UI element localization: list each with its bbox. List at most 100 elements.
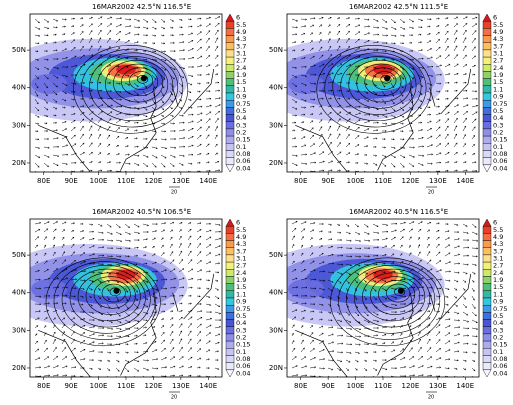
x-tick-label: 120E [402,177,420,185]
x-tick-label: 110E [374,382,392,390]
colorbar-segment [482,326,492,335]
colorbar-label: 3.7 [493,247,503,255]
colorbar-label: 1.9 [236,276,246,284]
colorbar-segment [225,143,235,151]
x-tick-label: 100E [347,382,365,390]
colorbar-label: 0.1 [236,143,246,151]
y-tick-label: 30N [269,326,283,334]
colorbar-segment [482,297,492,306]
colorbar-label: 0.4 [236,319,246,327]
reference-vector-label: 20 [428,395,434,401]
y-tick-label: 20N [12,159,26,167]
colorbar-segment [225,247,235,256]
x-tick-label: 110E [374,177,392,185]
contour [81,48,184,128]
colorbar-label: 0.04 [236,164,250,172]
colorbar-segment [225,312,235,320]
colorbar-segment [225,355,235,363]
colorbar-label: 4.3 [493,35,503,43]
colorbar-label: 0.5 [236,312,246,320]
aerosol-shading [288,278,325,299]
contour [362,272,426,322]
colorbar-label: 5.5 [493,21,503,29]
colorbar-label: 1.5 [493,78,503,86]
x-tick-label: 120E [402,382,420,390]
colorbar-label: 6 [236,14,240,22]
colorbar-label: 4.9 [493,28,503,36]
colorbar-label: 0.75 [493,305,507,313]
colorbar-segment [482,121,492,130]
colorbar-label: 3.1 [493,255,503,263]
colorbar-label: 0.9 [493,298,503,306]
colorbar-label: 0.4 [493,114,503,122]
colorbar-segment [225,276,235,284]
colorbar-label: 0.15 [493,341,507,349]
y-tick-label: 20N [269,364,283,372]
colorbar-segment [225,304,235,313]
x-tick-label: 80E [294,177,307,185]
contour [372,71,397,90]
y-tick-label: 30N [12,121,26,129]
panel-title: 16MAR2002 40.5°N 106.5°E [92,208,191,216]
reference-vector-label: 20 [428,190,434,196]
contour [324,48,427,128]
colorbar-segment [482,355,492,363]
colorbar-segment [482,340,492,349]
x-tick-label: 90E [321,177,334,185]
contour [121,67,159,97]
contour [45,257,161,347]
wind-vectors [291,220,479,377]
x-tick-label: 80E [37,382,50,390]
colorbar-label: 0.15 [236,341,250,349]
colorbar-label: 6 [236,219,240,227]
colorbar-label: 4.3 [236,240,246,248]
colorbar-segment [482,56,492,65]
colorbar-segment [225,107,235,115]
colorbar-segment [482,20,492,29]
colorbar-segment [225,164,235,173]
colorbar-segment [225,157,235,166]
contour [338,261,441,340]
contour [109,287,121,297]
reference-vector-label: 20 [171,190,177,196]
colorbar-label: 0.2 [493,334,503,342]
colorbar-segment [225,348,235,356]
colorbar-segment [482,164,492,173]
coastline [38,273,215,377]
colorbar-label: 0.9 [236,298,246,306]
colorbar-label: 1.1 [493,290,503,298]
source-marker [140,75,147,82]
colorbar-label: 0.5 [493,312,503,320]
colorbar-segment [225,78,235,87]
colorbar-segment [482,35,492,43]
colorbar-segment [225,13,235,22]
colorbar-segment [225,261,235,270]
contour [394,287,406,297]
x-tick-label: 100E [90,177,108,185]
colorbar-segment [482,64,492,72]
x-tick-label: 90E [321,382,334,390]
colorbar-label: 2.4 [236,269,246,277]
contour [129,71,154,90]
colorbar-label: 0.3 [493,326,503,334]
contour [356,63,407,103]
contour [73,45,189,134]
source-marker [384,75,391,82]
colorbar-label: 5.5 [236,226,246,234]
x-tick-label: 110E [117,177,135,185]
colorbar-label: 3.7 [493,42,503,50]
colorbar-segment [482,290,492,299]
colorbar-label: 0.08 [493,355,507,363]
colorbar-label: 2.4 [493,269,503,277]
colorbar-segment [225,128,235,137]
colorbar-label: 0.9 [493,93,503,101]
colorbar-segment [482,247,492,256]
coastline [38,68,215,172]
colorbar-segment [225,20,235,29]
colorbar-label: 1.5 [236,78,246,86]
colorbar-label: 1.5 [493,283,503,291]
y-tick-label: 30N [269,121,283,129]
colorbar-segment [225,150,235,158]
colorbar-label: 1.9 [236,71,246,79]
x-tick-label: 80E [37,177,50,185]
